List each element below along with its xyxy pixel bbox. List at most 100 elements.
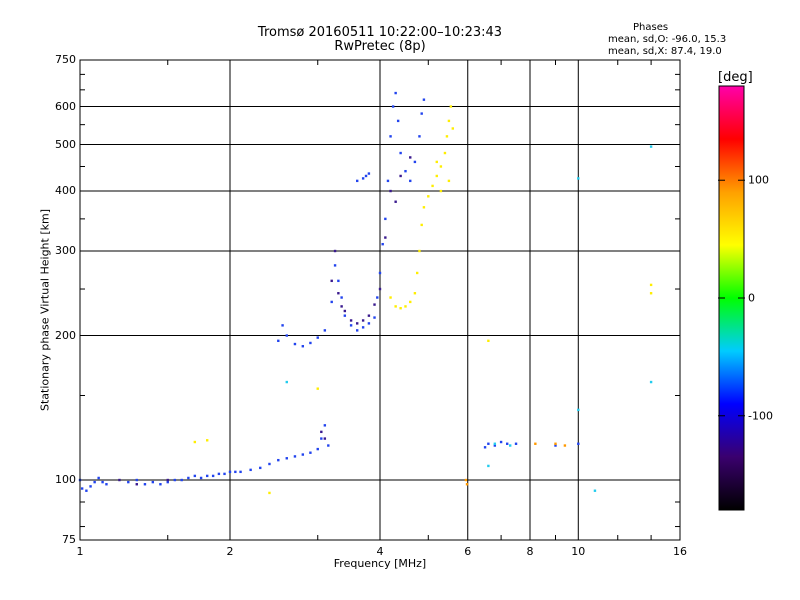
data-point [386, 179, 390, 183]
data-point [396, 119, 400, 123]
chart-subtitle: RwPretec (8p) [334, 39, 426, 54]
data-point [217, 472, 221, 476]
y-tick-label: 200 [55, 328, 76, 342]
data-point [465, 483, 469, 486]
data-point [285, 380, 288, 384]
data-point [199, 476, 203, 480]
y-tick-label: 100 [55, 473, 76, 487]
data-point [415, 271, 419, 275]
data-point [439, 165, 443, 168]
data-point [349, 324, 353, 327]
data-point [249, 468, 252, 472]
data-point [234, 470, 237, 474]
data-point [439, 189, 443, 193]
data-point [427, 195, 430, 198]
data-point [355, 329, 359, 332]
data-point [259, 466, 262, 470]
data-point [493, 442, 497, 445]
data-point [281, 324, 284, 327]
colorbar-title: [deg] [718, 70, 753, 85]
data-point [435, 160, 438, 164]
data-point [355, 179, 359, 183]
data-point [277, 458, 280, 462]
data-point [378, 271, 382, 275]
data-point [361, 326, 365, 329]
data-point [447, 179, 451, 183]
data-point [422, 206, 426, 209]
data-point [649, 380, 653, 384]
data-point [340, 296, 343, 299]
data-point [487, 464, 490, 468]
data-point [394, 305, 397, 308]
data-point [89, 485, 92, 488]
x-tick-label: 10 [571, 545, 586, 558]
data-point [577, 408, 580, 412]
data-point [493, 444, 497, 447]
data-point [534, 442, 537, 445]
data-point [223, 472, 226, 476]
data-point [381, 242, 384, 246]
data-point [649, 292, 653, 295]
data-point [451, 127, 455, 130]
data-point [394, 91, 397, 95]
data-point [80, 487, 84, 490]
data-point [431, 184, 434, 188]
data-point [143, 483, 147, 486]
data-point [316, 447, 319, 451]
data-point [268, 491, 271, 495]
y-tick-label: 600 [55, 99, 76, 113]
x-tick-label: 16 [673, 545, 687, 558]
phases-stat-o: mean, sd,O: -96.0, 15.3 [608, 34, 727, 45]
data-point [301, 345, 305, 348]
x-tick-label: 2 [226, 545, 234, 558]
phases-stat-x: mean, sd,X: 87.4, 19.0 [608, 46, 722, 57]
data-point [118, 478, 121, 482]
data-point [649, 145, 653, 148]
data-point [193, 440, 197, 444]
data-point [577, 177, 580, 180]
data-point [355, 322, 359, 325]
data-point [418, 249, 421, 253]
data-point [323, 424, 327, 427]
data-point [593, 489, 597, 492]
y-tick-label: 300 [55, 244, 76, 257]
data-point [166, 480, 169, 484]
data-point [228, 470, 232, 474]
data-point [301, 453, 305, 456]
data-point [105, 483, 108, 486]
data-point [330, 279, 333, 283]
data-point [404, 169, 407, 173]
data-point [367, 172, 371, 175]
data-point [449, 105, 453, 108]
chart-title: Tromsø 20160511 10:22:00–10:23:43 [257, 25, 503, 40]
data-point [499, 440, 503, 444]
data-point [384, 236, 387, 239]
data-point [413, 160, 417, 164]
data-point [389, 189, 392, 193]
data-point [508, 444, 512, 447]
data-point [409, 156, 412, 159]
x-tick-label: 4 [376, 545, 384, 558]
data-point [418, 135, 421, 138]
data-point [373, 303, 376, 306]
data-point [399, 151, 402, 155]
data-point [361, 319, 365, 322]
data-point [399, 307, 402, 310]
data-point [93, 480, 96, 484]
y-axis-label: Stationary phase Virtual Height [km] [38, 208, 52, 412]
data-point [333, 264, 337, 267]
x-tick-label: 6 [464, 545, 472, 558]
data-point [364, 174, 368, 178]
data-point [389, 296, 392, 299]
data-point [445, 135, 449, 138]
x-tick-label: 8 [526, 545, 534, 558]
data-point [320, 437, 323, 440]
data-point [166, 478, 169, 482]
data-point [384, 217, 387, 221]
data-point [649, 283, 653, 287]
data-point [97, 476, 100, 480]
data-point [151, 480, 155, 484]
data-point [487, 339, 490, 343]
data-point [205, 439, 209, 442]
